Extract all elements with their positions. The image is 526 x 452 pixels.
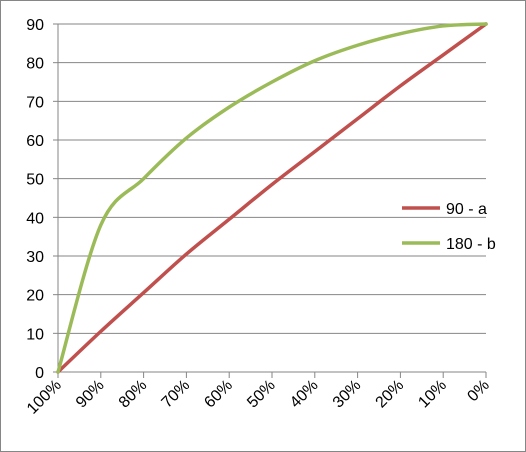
y-tick-label: 60 — [26, 133, 44, 150]
x-tick-label: 20% — [373, 377, 408, 412]
y-tick-label: 70 — [26, 94, 44, 111]
y-tick-label: 90 — [26, 17, 44, 34]
y-axis-ticks: 0 10 20 30 40 50 60 70 80 90 — [26, 17, 44, 382]
series-line-1 — [56, 22, 488, 374]
y-tick-label: 20 — [26, 288, 44, 305]
series-line-2 — [56, 22, 488, 374]
x-tick-label: 80% — [116, 377, 151, 412]
y-tick-label: 10 — [26, 326, 44, 343]
legend: 90 - a 180 - b — [402, 201, 496, 253]
x-tick-label: 100% — [24, 377, 65, 418]
legend-label-1: 90 - a — [446, 201, 487, 218]
y-tick-label: 50 — [26, 172, 44, 189]
x-tick-label: 10% — [415, 377, 450, 412]
x-tick-label: 50% — [244, 377, 279, 412]
x-tick-label: 70% — [159, 377, 194, 412]
gridlines — [58, 23, 486, 334]
x-tick-label: 90% — [73, 377, 108, 412]
x-tick-label: 60% — [201, 377, 236, 412]
y-tick-label: 80 — [26, 56, 44, 73]
legend-label-2: 180 - b — [446, 236, 496, 253]
series-lines — [56, 22, 488, 374]
y-tick-label: 40 — [26, 210, 44, 227]
axes — [53, 23, 487, 378]
y-tick-label: 30 — [26, 249, 44, 266]
y-tick-label: 0 — [35, 365, 44, 382]
x-tick-label: 40% — [287, 377, 322, 412]
x-tick-label: 30% — [330, 377, 365, 412]
x-axis-ticks: 100% 90% 80% 70% 60% 50% 40% 30% 20% 10% 0% — [24, 377, 493, 418]
x-tick-label: 0% — [464, 377, 492, 405]
